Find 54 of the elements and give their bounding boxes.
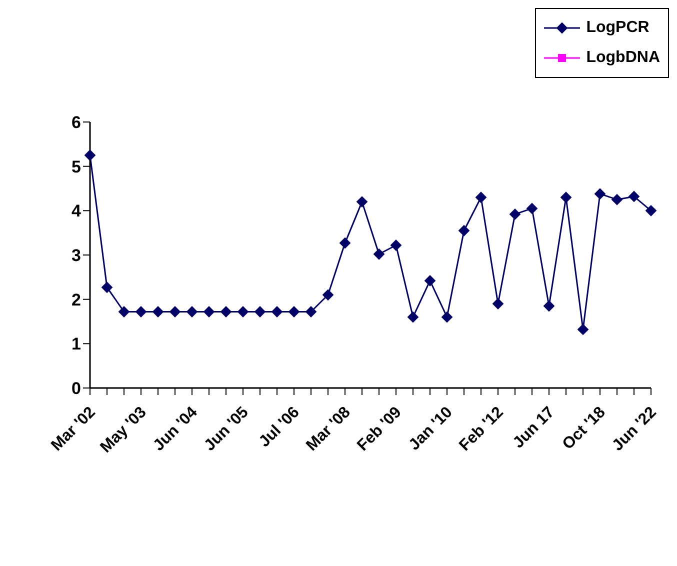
point bbox=[136, 306, 146, 318]
point bbox=[356, 196, 368, 208]
point bbox=[424, 275, 436, 286]
point bbox=[560, 192, 572, 203]
point bbox=[492, 298, 504, 310]
x-tick-label: Feb '09 bbox=[354, 404, 405, 454]
x-tick-label: Jun '04 bbox=[150, 404, 201, 454]
point bbox=[102, 282, 112, 293]
x-tick-label: Jun 17 bbox=[510, 404, 558, 452]
y-tick-label: 1 bbox=[72, 334, 81, 354]
point bbox=[510, 208, 520, 220]
y-tick-label: 5 bbox=[72, 157, 81, 176]
point bbox=[628, 190, 640, 202]
x-tick-label: Jun '22 bbox=[609, 404, 660, 454]
point bbox=[152, 306, 164, 318]
point bbox=[374, 248, 384, 260]
point bbox=[594, 188, 606, 200]
x-tick-label: Feb '12 bbox=[456, 404, 507, 454]
legend-label: LogPCR bbox=[586, 19, 650, 37]
point bbox=[288, 306, 300, 318]
legend-label: LogbDNA bbox=[586, 49, 660, 67]
point bbox=[306, 306, 316, 318]
x-tick-label: Mar '02 bbox=[48, 404, 99, 454]
x-tick-label: Oct '18 bbox=[560, 404, 609, 454]
point bbox=[322, 289, 334, 300]
x-tick-label: Mar '08 bbox=[303, 404, 354, 454]
point bbox=[238, 306, 248, 318]
point bbox=[204, 306, 214, 318]
x-tick-label: Jul '06 bbox=[256, 404, 303, 451]
point bbox=[390, 240, 402, 251]
point bbox=[408, 312, 418, 323]
point bbox=[118, 306, 130, 318]
point bbox=[254, 306, 266, 318]
point bbox=[170, 306, 180, 318]
point bbox=[186, 306, 198, 318]
point bbox=[646, 205, 656, 216]
y-tick-label: 0 bbox=[72, 379, 81, 398]
point bbox=[544, 300, 554, 312]
point bbox=[220, 306, 232, 318]
y-tick-label: 6 bbox=[72, 113, 81, 132]
point bbox=[578, 324, 588, 335]
point bbox=[476, 192, 486, 203]
point bbox=[340, 238, 350, 249]
point bbox=[272, 306, 282, 318]
y-tick-label: 2 bbox=[72, 290, 81, 310]
point bbox=[612, 194, 622, 206]
point bbox=[458, 225, 470, 236]
y-tick-label: 3 bbox=[72, 246, 81, 266]
x-tick-label: Jan '10 bbox=[406, 404, 456, 454]
x-tick-label: Jun '05 bbox=[201, 404, 252, 454]
point bbox=[526, 202, 538, 214]
point bbox=[84, 150, 96, 161]
y-tick-label: 4 bbox=[72, 202, 82, 221]
point bbox=[442, 312, 452, 323]
